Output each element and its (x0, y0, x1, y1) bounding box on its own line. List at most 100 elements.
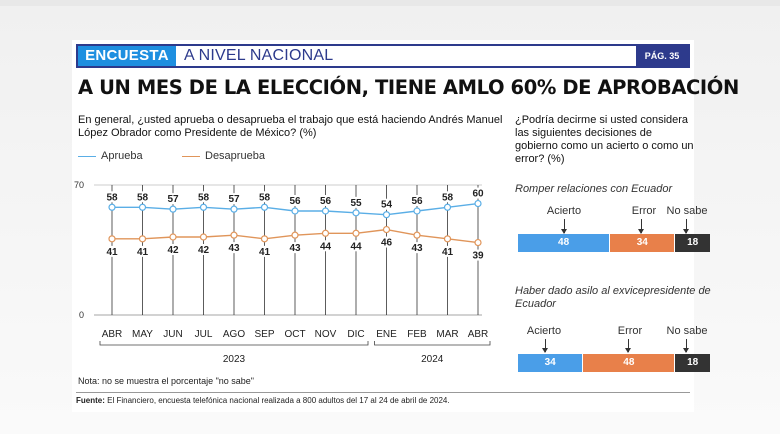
data-label-bg (195, 191, 212, 203)
data-label-aprueba: 55 (350, 198, 362, 209)
data-label-bg (470, 187, 486, 199)
data-label-aprueba: 58 (198, 192, 210, 203)
data-point-desaprueba (321, 229, 330, 237)
data-point-aprueba (169, 205, 177, 213)
article-card: ENCUESTA A NIVEL NACIONAL PÁG. 35 A UN M… (72, 40, 739, 412)
data-point-aprueba (260, 203, 269, 211)
data-label-aprueba: 58 (442, 192, 454, 203)
data-point-aprueba (291, 207, 299, 215)
data-point-aprueba (382, 211, 391, 219)
footer-divider (76, 392, 690, 393)
data-label-bg (134, 191, 151, 203)
x-tick-label: MAY (132, 329, 153, 340)
data-label-desaprueba: 41 (137, 247, 149, 258)
decisions-question: ¿Podría decirme si usted considera las s… (515, 114, 694, 165)
x-tick-label: JUN (163, 329, 182, 340)
data-point-desaprueba (413, 231, 421, 239)
bar1-arrow-nosabe (683, 219, 689, 234)
data-point-aprueba (443, 203, 452, 211)
data-point-desaprueba (474, 238, 482, 247)
bar2-segment-no-sabe: 18 (675, 354, 710, 372)
bar2-segment-acierto: 34 (518, 354, 584, 372)
data-point-desaprueba (199, 233, 208, 241)
bar1-segment-error: 34 (610, 234, 676, 252)
bar2-stacked: 34 48 18 (518, 354, 710, 372)
year-bracket (374, 341, 491, 346)
year-bracket (99, 341, 369, 346)
section-tag: ENCUESTA (78, 46, 176, 66)
x-tick-label: OCT (284, 329, 305, 340)
x-tick-label: ABR (102, 329, 123, 340)
section-header: ENCUESTA A NIVEL NACIONAL PÁG. 35 (76, 44, 690, 68)
approval-line-chart: 0 70 58 58 57 58 57 58 56 56 55 54 56 58 60 41 41 42 42 43 4… (74, 180, 491, 365)
bar2-arrow-error (625, 339, 631, 353)
data-label-aprueba: 56 (320, 196, 332, 207)
data-point-aprueba (108, 203, 116, 211)
data-label-bg (256, 245, 273, 257)
data-point-desaprueba (108, 235, 116, 243)
bar2-title: Haber dado asilo al exvicepresidente de … (515, 285, 711, 310)
legend-label-aprueba: Aprueba (101, 150, 143, 162)
data-label-desaprueba: 44 (350, 241, 362, 252)
data-label-bg (378, 198, 395, 210)
chart-note: Nota: no se muestra el porcentaje "no sa… (78, 376, 254, 386)
data-label-bg (439, 191, 456, 203)
data-label-bg (409, 242, 425, 254)
bar2-arrow-nosabe (683, 339, 689, 353)
bar1-arrow-acierto (561, 219, 567, 234)
data-label-desaprueba: 42 (198, 245, 210, 256)
year-label: 2023 (223, 354, 246, 365)
x-tick-label: AGO (223, 329, 245, 340)
bar1-segment-acierto: 48 (518, 234, 611, 252)
data-label-bg (134, 245, 151, 257)
y-tick-label: 0 (79, 310, 84, 320)
data-label-bg (287, 242, 303, 254)
data-point-aprueba (199, 203, 208, 211)
x-tick-label: NOV (315, 329, 337, 340)
data-point-aprueba (474, 199, 482, 208)
legend-item-desaprueba: Desaprueba (182, 150, 265, 162)
data-label-desaprueba: 41 (442, 247, 454, 258)
data-label-bg (378, 236, 395, 248)
data-label-desaprueba: 41 (259, 247, 271, 258)
data-label-bg (317, 195, 334, 206)
data-label-desaprueba: 43 (289, 243, 301, 254)
legend-swatch-aprueba (78, 155, 96, 157)
bar1-arrow-error (638, 219, 644, 234)
data-label-bg (104, 245, 120, 257)
data-label-bg (226, 193, 242, 205)
data-label-bg (226, 242, 242, 254)
data-label-bg (104, 191, 120, 203)
bar1-label-acierto: Acierto (546, 205, 582, 217)
bar1-segment-no-sabe: 18 (675, 234, 710, 252)
data-label-bg (348, 196, 364, 208)
headline: A UN MES DE LA ELECCIÓN, TIENE AMLO 60% … (78, 76, 739, 99)
data-label-bg (470, 249, 486, 261)
x-tick-label: SEP (254, 329, 274, 340)
y-tick-label: 70 (74, 180, 84, 190)
data-label-aprueba: 58 (137, 192, 149, 203)
data-point-desaprueba (138, 235, 147, 243)
data-label-desaprueba: 41 (106, 247, 118, 258)
data-label-desaprueba: 43 (411, 243, 423, 254)
page-number: PÁG. 35 (636, 46, 688, 66)
bar1-stacked: 48 34 18 (518, 234, 710, 252)
bar2-arrow-acierto (542, 339, 548, 353)
source-text: El Financiero, encuesta telefónica nacio… (107, 396, 450, 405)
data-label-bg (287, 195, 303, 206)
x-tick-label: ABR (468, 329, 489, 340)
data-label-desaprueba: 43 (228, 243, 240, 254)
data-label-bg (439, 245, 456, 257)
data-label-desaprueba: 44 (320, 241, 332, 252)
data-label-desaprueba: 39 (472, 251, 484, 262)
data-point-desaprueba (291, 231, 299, 239)
data-point-aprueba (230, 205, 238, 213)
data-label-bg (165, 244, 181, 255)
year-label: 2024 (421, 354, 444, 365)
data-label-aprueba: 60 (472, 189, 484, 200)
data-label-bg (165, 193, 181, 205)
data-point-desaprueba (260, 235, 269, 243)
legend-item-aprueba: Aprueba (78, 150, 143, 162)
bar2-label-nosabe: No sabe (666, 325, 708, 337)
bar1-label-nosabe: No sabe (666, 205, 708, 217)
